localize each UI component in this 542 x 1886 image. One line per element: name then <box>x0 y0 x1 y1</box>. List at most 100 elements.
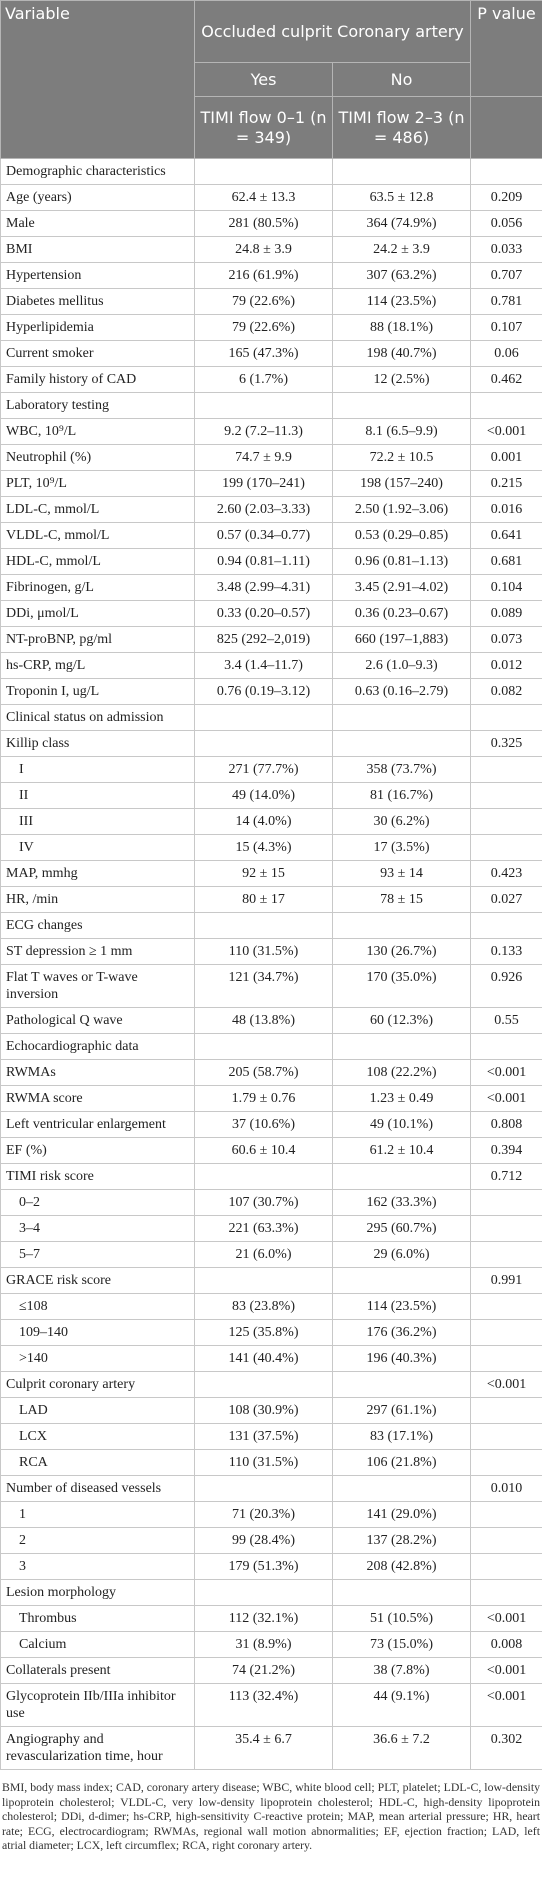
table-cell: 179 (51.3%) <box>194 1553 333 1580</box>
table-row: GRACE risk score 0.991 <box>0 1267 542 1294</box>
table-cell: 108 (30.9%) <box>194 1397 333 1424</box>
table-cell: Age (years) <box>0 184 195 211</box>
table-row: Hypertension 216 (61.9%) 307 (63.2%) 0.707 <box>0 262 542 289</box>
table-row: LDL-C, mmol/L 2.60 (2.03–3.33) 2.50 (1.92–… <box>0 496 542 523</box>
table-cell: Flat T waves or T-wave inversion <box>0 964 195 1008</box>
table-cell: RCA <box>0 1449 195 1476</box>
table-cell: LDL-C, mmol/L <box>0 496 195 523</box>
table-cell: 364 (74.9%) <box>331 210 472 237</box>
table-cell: 109–140 <box>0 1319 195 1346</box>
table-cell: 72.2 ± 10.5 <box>331 444 472 471</box>
table-cell: 79 (22.6%) <box>194 288 333 315</box>
table-cell: 24.8 ± 3.9 <box>194 236 333 263</box>
table-row: VLDL-C, mmol/L 0.57 (0.34–0.77) 0.53 (0.29… <box>0 522 542 549</box>
table-cell: III <box>0 808 195 835</box>
table-cell: 0.056 <box>470 210 542 237</box>
table-row: Killip class 0.325 <box>0 730 542 757</box>
table-cell: 5–7 <box>0 1241 195 1268</box>
table-row: ST depression ≥ 1 mm 110 (31.5%) 130 (26.7… <box>0 938 542 965</box>
table-cell: 15 (4.3%) <box>194 834 333 861</box>
table-cell: 0.033 <box>470 236 542 263</box>
table-row: TIMI risk score 0.712 <box>0 1163 542 1190</box>
table-row: Left ventricular enlargement 37 (10.6%) 49… <box>0 1111 542 1138</box>
table-cell: 35.4 ± 6.7 <box>194 1726 333 1770</box>
table-cell: 6 (1.7%) <box>194 366 333 393</box>
table-row: Number of diseased vessels 0.010 <box>0 1475 542 1502</box>
table-cell: 176 (36.2%) <box>331 1319 472 1346</box>
table-row: 109–140 125 (35.8%) 176 (36.2%) <box>0 1319 542 1346</box>
table-cell <box>194 1267 333 1294</box>
table-row: IV 15 (4.3%) 17 (3.5%) <box>0 834 542 861</box>
table-cell: 0.63 (0.16–2.79) <box>331 678 472 705</box>
table-cell: 216 (61.9%) <box>194 262 333 289</box>
table-cell: 74 (21.2%) <box>194 1657 333 1684</box>
table-row: Hyperlipidemia 79 (22.6%) 88 (18.1%) 0.107 <box>0 314 542 341</box>
header-cell: Variable <box>0 0 195 159</box>
table-cell: Collaterals present <box>0 1657 195 1684</box>
table-cell: 141 (29.0%) <box>331 1501 472 1528</box>
table-cell: 61.2 ± 10.4 <box>331 1137 472 1164</box>
table-cell <box>194 1371 333 1398</box>
table-cell <box>194 912 333 939</box>
table-row: HR, /min 80 ± 17 78 ± 15 0.027 <box>0 886 542 913</box>
table-cell: 78 ± 15 <box>331 886 472 913</box>
table-cell: 83 (17.1%) <box>331 1423 472 1450</box>
table-cell: 208 (42.8%) <box>331 1553 472 1580</box>
table-cell: 112 (32.1%) <box>194 1605 333 1632</box>
table-row: 0–2 107 (30.7%) 162 (33.3%) <box>0 1189 542 1216</box>
table-cell: 0.012 <box>470 652 542 679</box>
table-cell: 88 (18.1%) <box>331 314 472 341</box>
table-cell: 24.2 ± 3.9 <box>331 236 472 263</box>
table-cell: 198 (157–240) <box>331 470 472 497</box>
table-row: Culprit coronary artery <0.001 <box>0 1371 542 1398</box>
table-cell: 0.36 (0.23–0.67) <box>331 600 472 627</box>
table-row: RWMA score 1.79 ± 0.76 1.23 ± 0.49 <0.001 <box>0 1085 542 1112</box>
table-cell: 0.073 <box>470 626 542 653</box>
table-cell <box>194 704 333 731</box>
table-row: ECG changes <box>0 912 542 939</box>
table-cell: 12 (2.5%) <box>331 366 472 393</box>
table-cell: 125 (35.8%) <box>194 1319 333 1346</box>
table-row: Thrombus 112 (32.1%) 51 (10.5%) <0.001 <box>0 1605 542 1632</box>
table-cell: 8.1 (6.5–9.9) <box>331 418 472 445</box>
table-row: Collaterals present 74 (21.2%) 38 (7.8%) <0… <box>0 1657 542 1684</box>
table-cell <box>470 1449 542 1476</box>
table-row: Family history of CAD 6 (1.7%) 12 (2.5%) 0.… <box>0 366 542 393</box>
table-cell <box>194 1475 333 1502</box>
table-cell: 99 (28.4%) <box>194 1527 333 1554</box>
table-cell: 73 (15.0%) <box>331 1631 472 1658</box>
table-cell: Calcium <box>0 1631 195 1658</box>
table-cell <box>470 782 542 809</box>
table-cell: 0.104 <box>470 574 542 601</box>
table-row: II 49 (14.0%) 81 (16.7%) <box>0 782 542 809</box>
table-cell: hs-CRP, mg/L <box>0 652 195 679</box>
table-cell: 198 (40.7%) <box>331 340 472 367</box>
table-cell: II <box>0 782 195 809</box>
table-cell <box>470 1345 542 1372</box>
table-cell <box>470 1033 542 1060</box>
table-cell: 36.6 ± 7.2 <box>331 1726 472 1770</box>
header-cell: TIMI flow 0–1 (n = 349) <box>194 96 333 159</box>
table-cell: MAP, mmhg <box>0 860 195 887</box>
table-cell <box>470 808 542 835</box>
table-cell: Hyperlipidemia <box>0 314 195 341</box>
table-cell: 93 ± 14 <box>331 860 472 887</box>
table-cell: 29 (6.0%) <box>331 1241 472 1268</box>
table-row: 3 179 (51.3%) 208 (42.8%) <box>0 1553 542 1580</box>
table-cell: 0.394 <box>470 1137 542 1164</box>
table-cell <box>470 912 542 939</box>
table-cell: PLT, 10⁹/L <box>0 470 195 497</box>
table-cell <box>470 392 542 419</box>
table-row: RCA 110 (31.5%) 106 (21.8%) <box>0 1449 542 1476</box>
table-cell <box>470 1293 542 1320</box>
table-row: DDi, μmol/L 0.33 (0.20–0.57) 0.36 (0.23–0.… <box>0 600 542 627</box>
table-cell <box>331 1475 472 1502</box>
table-cell: Killip class <box>0 730 195 757</box>
table-cell: Angiography and revascularization time, … <box>0 1726 195 1770</box>
table-row: NT-proBNP, pg/ml 825 (292–2,019) 660 (197–… <box>0 626 542 653</box>
table-cell: 0.76 (0.19–3.12) <box>194 678 333 705</box>
table-cell: 0.001 <box>470 444 542 471</box>
table-cell: Demographic characteristics <box>0 158 195 185</box>
table-cell: 170 (35.0%) <box>331 964 472 1008</box>
table-cell: DDi, μmol/L <box>0 600 195 627</box>
